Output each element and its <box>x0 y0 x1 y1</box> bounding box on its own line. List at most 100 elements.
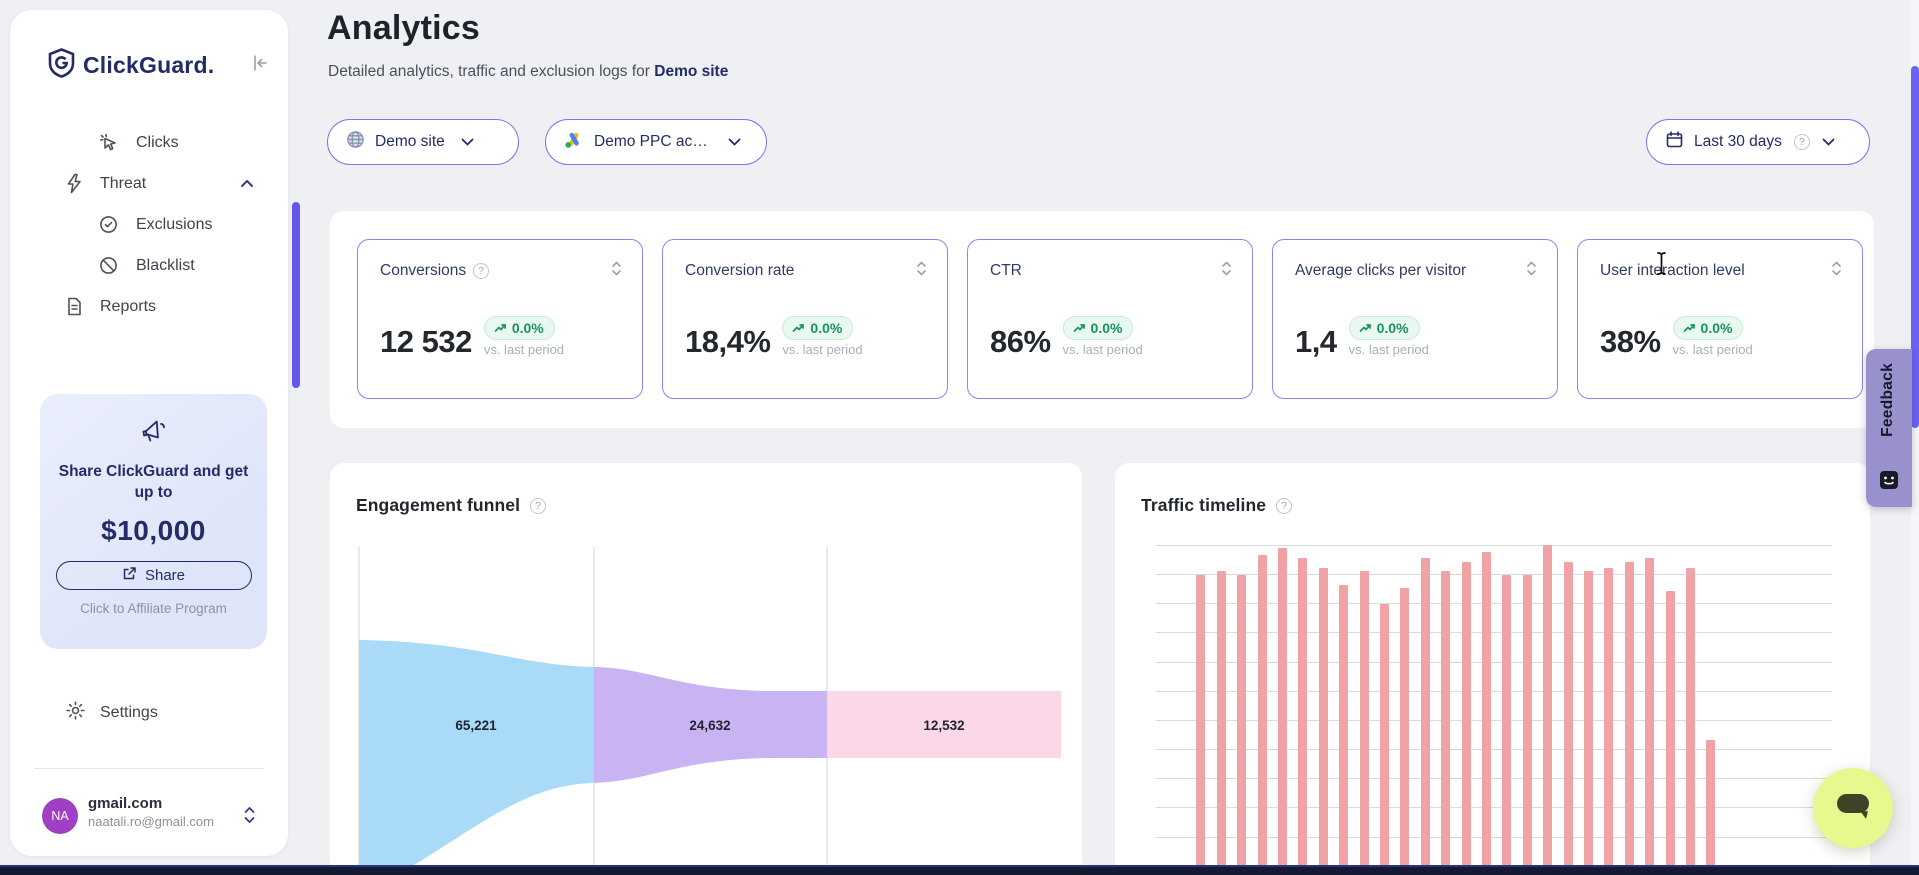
feedback-label: Feedback <box>1879 363 1896 437</box>
timeline-bar[interactable] <box>1298 558 1308 875</box>
chevron-down-icon <box>728 133 741 151</box>
change-badge: 0.0% <box>483 316 555 340</box>
sidebar-item-threat[interactable]: Threat <box>10 163 288 204</box>
sidebar-collapse-icon[interactable] <box>250 53 270 78</box>
stat-card-interaction-level: User interaction level 38% 0.0% vs. last… <box>1577 239 1863 399</box>
date-range-selector[interactable]: Last 30 days ? <box>1646 119 1870 165</box>
sort-icon[interactable] <box>1831 260 1842 282</box>
site-selector[interactable]: Demo site <box>327 119 519 165</box>
timeline-bar[interactable] <box>1318 568 1328 875</box>
change-badge: 0.0% <box>782 316 854 340</box>
stat-card-conversions: Conversions? 12 532 0.0% vs. last period <box>357 239 643 399</box>
sidebar-item-reports[interactable]: Reports <box>10 286 288 327</box>
funnel-stage-engaged <box>594 667 827 783</box>
sidebar-scrollbar[interactable] <box>292 202 300 388</box>
sidebar-item-label: Blacklist <box>136 256 195 274</box>
timeline-bar[interactable] <box>1420 558 1430 875</box>
traffic-timeline-card: Traffic timeline ? <box>1115 463 1870 875</box>
document-icon <box>65 296 84 317</box>
funnel-stage-visitors <box>359 640 594 875</box>
timeline-bar[interactable] <box>1665 591 1675 875</box>
chevron-down-icon <box>1822 133 1835 151</box>
timeline-bar[interactable] <box>1584 571 1593 875</box>
timeline-bar[interactable] <box>1278 548 1287 875</box>
chat-bubble-icon <box>1834 790 1872 827</box>
timeline-bar[interactable] <box>1686 568 1695 875</box>
badge-check-icon <box>98 214 119 235</box>
funnel-stage-converted <box>827 691 1061 758</box>
sidebar-item-settings[interactable]: Settings <box>10 692 288 733</box>
compare-label: vs. last period <box>483 342 565 357</box>
timeline-bar[interactable] <box>1645 558 1655 875</box>
help-icon[interactable]: ? <box>1793 134 1810 150</box>
gridline <box>1156 749 1832 751</box>
timeline-bar[interactable] <box>1706 739 1716 875</box>
funnel-value-2: 24,632 <box>689 718 730 733</box>
sidebar-item-clicks[interactable]: Clicks <box>10 122 288 163</box>
sidebar-item-exclusions[interactable]: Exclusions <box>10 204 288 245</box>
sort-icon[interactable] <box>916 260 927 282</box>
promo-amount: $10,000 <box>101 515 206 546</box>
timeline-bar[interactable] <box>1624 561 1634 875</box>
compare-label: vs. last period <box>1062 342 1143 357</box>
timeline-bar[interactable] <box>1257 554 1267 875</box>
timeline-bar[interactable] <box>1441 571 1451 875</box>
timeline-bar[interactable] <box>1482 551 1491 875</box>
gear-icon <box>65 700 86 726</box>
page-scrollbar-thumb[interactable] <box>1911 66 1919 428</box>
sidebar-item-blacklist[interactable]: Blacklist <box>10 245 288 286</box>
timeline-bar[interactable] <box>1380 604 1389 875</box>
account-switcher[interactable]: NA gmail.com naatali.ro@gmail.com <box>10 794 288 844</box>
timeline-bar[interactable] <box>1339 584 1349 875</box>
timeline-bar[interactable] <box>1502 574 1512 875</box>
timeline-bar[interactable] <box>1400 587 1410 875</box>
date-range-label: Last 30 days <box>1694 133 1782 150</box>
gridline <box>1156 603 1832 605</box>
feedback-smiley-icon <box>1879 470 1899 495</box>
app-name: ClickGuard. <box>83 52 215 78</box>
affiliate-promo-card[interactable]: Share ClickGuard and get up to $10,000 S… <box>40 394 267 649</box>
gridline <box>1156 836 1832 838</box>
timeline-bar[interactable] <box>1359 571 1369 875</box>
timeline-bar[interactable] <box>1543 545 1553 875</box>
ppc-account-selector[interactable]: Demo PPC ac… <box>545 119 767 165</box>
chevron-up-down-icon[interactable] <box>243 805 256 830</box>
chat-launcher-button[interactable] <box>1813 768 1893 848</box>
stat-title: Average clicks per visitor <box>1295 262 1467 279</box>
help-icon[interactable]: ? <box>530 497 547 514</box>
help-icon[interactable]: ? <box>1276 497 1293 514</box>
timeline-bar[interactable] <box>1216 571 1226 875</box>
timeline-chart[interactable] <box>1156 545 1832 875</box>
sidebar-nav: Clicks Threat Exclusions Blacklist <box>10 122 288 327</box>
account-name: gmail.com <box>88 795 163 812</box>
timeline-bar[interactable] <box>1196 574 1206 875</box>
timeline-bar[interactable] <box>1604 568 1614 875</box>
timeline-bar[interactable] <box>1461 561 1471 875</box>
gridline <box>1156 690 1832 692</box>
bottom-window-edge <box>0 865 1919 875</box>
change-badge: 0.0% <box>1348 316 1420 340</box>
stat-value: 38% <box>1600 324 1661 359</box>
timeline-title: Traffic timeline <box>1141 495 1267 515</box>
funnel-chart[interactable]: 65,221 24,632 12,532 <box>350 545 1061 875</box>
timeline-bar[interactable] <box>1237 574 1247 875</box>
subtitle-site-name: Demo site <box>654 63 729 80</box>
help-icon[interactable]: ? <box>473 263 490 279</box>
page-scrollbar-track[interactable] <box>1911 0 1919 875</box>
stat-value: 12 532 <box>380 324 472 359</box>
timeline-bar[interactable] <box>1522 574 1532 875</box>
stat-title: Conversion rate <box>685 262 795 279</box>
promo-heading: Share ClickGuard and get up to <box>58 463 249 501</box>
sort-icon[interactable] <box>611 260 622 282</box>
stats-panel: Conversions? 12 532 0.0% vs. last period… <box>330 211 1874 428</box>
feedback-tab[interactable]: Feedback <box>1866 349 1912 507</box>
timeline-bar[interactable] <box>1563 561 1573 875</box>
sort-icon[interactable] <box>1221 260 1232 282</box>
chevron-up-icon[interactable] <box>240 175 254 193</box>
gridline <box>1156 807 1832 809</box>
sort-icon[interactable] <box>1526 260 1537 282</box>
page-subtitle: Detailed analytics, traffic and exclusio… <box>328 63 729 80</box>
share-button[interactable]: Share <box>55 561 252 590</box>
gridline <box>1156 719 1832 721</box>
compare-label: vs. last period <box>1348 342 1429 357</box>
